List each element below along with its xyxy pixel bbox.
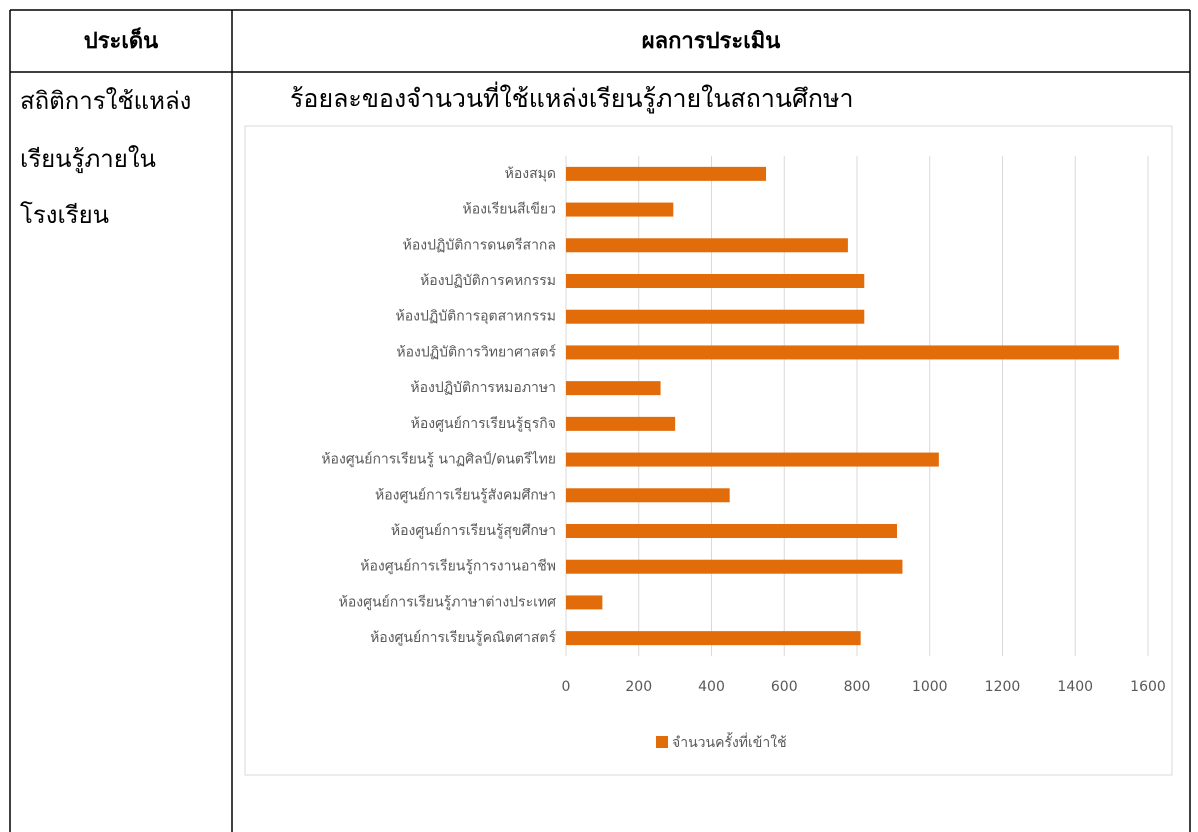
header-cell: ผลการประเมิน (642, 29, 781, 54)
x-tick-label: 1400 (1057, 679, 1093, 695)
y-tick-label: ห้องศูนย์การเรียนรู้ นาฏศิลป์/ดนตรีไทย (321, 451, 556, 468)
bar (566, 452, 939, 467)
x-tick-label: 800 (844, 679, 871, 695)
header-cell: ประเด็น (84, 26, 158, 54)
x-tick-label: 200 (625, 679, 652, 695)
bar (566, 524, 898, 538)
y-tick-label: ห้องปฏิบัติการดนตรีสากล (403, 237, 556, 253)
bar (566, 416, 676, 431)
bar (566, 166, 767, 181)
y-tick-label: ห้องศูนย์การเรียนรู้สังคมศึกษา (375, 486, 556, 503)
bar (566, 559, 903, 574)
x-tick-label: 600 (771, 679, 798, 695)
bar (566, 202, 674, 217)
bar (566, 238, 848, 253)
x-tick-label: 1600 (1130, 679, 1166, 695)
y-tick-label: ห้องศูนย์การเรียนรู้การงานอาชีพ (360, 558, 556, 575)
bar (566, 345, 1119, 360)
legend-swatch (656, 736, 668, 748)
y-tick-label: ห้องปฏิบัติการหมอภาษา (410, 380, 556, 396)
cell-line: สถิติการใช้แหล่ง (20, 87, 191, 115)
y-tick-label: ห้องปฏิบัติการคหกรรม (420, 273, 556, 289)
x-tick-label: 400 (698, 679, 725, 695)
bar (566, 595, 603, 610)
bar (566, 631, 861, 646)
legend-label: จำนวนครั้งที่เข้าใช้ (672, 732, 787, 751)
chart-frame (244, 125, 1173, 776)
bar (566, 309, 865, 324)
x-tick-label: 0 (562, 679, 571, 695)
y-tick-label: ห้องศูนย์การเรียนรู้ธุรกิจ (411, 415, 556, 432)
y-tick-label: ห้องปฏิบัติการวิทยาศาสตร์ (396, 343, 556, 360)
x-tick-label: 1000 (912, 679, 948, 695)
y-tick-label: ห้องศูนย์การเรียนรู้คณิตศาสตร์ (370, 629, 556, 646)
cell-line: โรงเรียน (20, 201, 109, 229)
y-tick-label: ห้องศูนย์การเรียนรู้สุขศึกษา (391, 522, 556, 539)
bar (566, 381, 661, 396)
bar (566, 488, 730, 503)
y-tick-label: ห้องเรียนสีเขียว (462, 202, 556, 218)
y-tick-label: ห้องปฏิบัติการอุตสาหกรรม (396, 309, 556, 325)
table-borders (9, 9, 1191, 832)
y-tick-label: ห้องสมุด (505, 166, 556, 182)
chart-title: ร้อยละของจำนวนที่ใช้แหล่งเรียนรู้ภายในสถ… (290, 81, 853, 114)
cell-line: เรียนรู้ภายใน (20, 145, 156, 174)
y-tick-label: ห้องศูนย์การเรียนรู้ภาษาต่างประเทศ (339, 593, 556, 610)
bar (566, 274, 865, 288)
x-tick-label: 1200 (985, 679, 1021, 695)
